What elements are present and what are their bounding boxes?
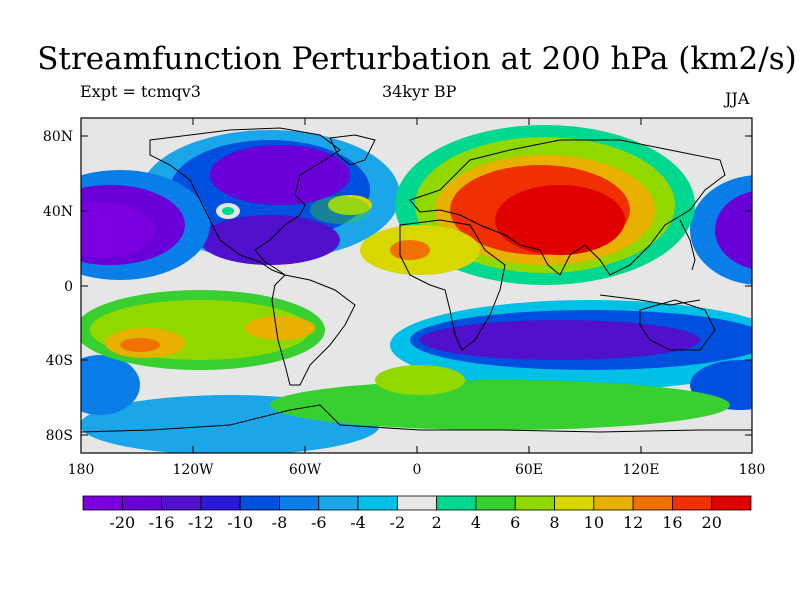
- eurasia-coast: [409, 139, 726, 276]
- colorbar-swatch: [514, 495, 555, 511]
- colorbar-label: 12: [623, 513, 643, 532]
- lon-tick-label: 120E: [623, 462, 660, 478]
- lat-tick-label: 0: [64, 279, 73, 295]
- lon-tick-label: 60W: [289, 462, 322, 478]
- colorbar-label: -20: [109, 513, 135, 532]
- colorbar-label: 6: [510, 513, 520, 532]
- latitude-axis: 80N 40N 0 40S 80S: [43, 129, 752, 444]
- australia-coast: [639, 299, 716, 351]
- colorbar-swatch: [200, 495, 241, 511]
- colorbar-swatch: [672, 495, 713, 511]
- colorbar-swatch: [239, 495, 280, 511]
- colorbar-label: 4: [471, 513, 481, 532]
- colorbar-swatch: [711, 495, 752, 511]
- lat-tick-label: 80N: [43, 129, 73, 145]
- colorbar-swatch: [475, 495, 516, 511]
- colorbar-label: 2: [432, 513, 442, 532]
- contour-field: [81, 118, 752, 453]
- colorbar-label: -6: [311, 513, 327, 532]
- lon-tick-label: 60E: [515, 462, 543, 478]
- colorbar-label: -8: [272, 513, 288, 532]
- colorbar-swatch: [632, 495, 673, 511]
- colorbar: -20 -16 -12 -10 -8 -6 -4 -2 2 4 6 8 10 12 16 20: [82, 495, 752, 532]
- negative-anomaly-regions: [81, 130, 752, 453]
- south-america-coast: [271, 274, 356, 386]
- colorbar-swatch: [318, 495, 359, 511]
- lat-tick-label: 80S: [46, 428, 73, 444]
- colorbar-label: 10: [584, 513, 604, 532]
- longitude-axis: 180 120W 60W 0 60E 120E 180: [68, 118, 766, 478]
- lat-tick-label: 40S: [46, 353, 73, 369]
- positive-anomaly-regions: [81, 125, 730, 430]
- lon-tick-label: 120W: [172, 462, 214, 478]
- lon-tick-label: 180: [68, 462, 95, 478]
- colorbar-label: -4: [350, 513, 366, 532]
- lat-tick-label: 40N: [43, 204, 73, 220]
- colorbar-label: 20: [702, 513, 722, 532]
- colorbar-swatch: [82, 495, 123, 511]
- lon-tick-label: 0: [413, 462, 422, 478]
- colorbar-label: -16: [149, 513, 175, 532]
- colorbar-swatch: [396, 495, 438, 511]
- colorbar-label: -12: [188, 513, 214, 532]
- africa-coast: [399, 219, 506, 351]
- colorbar-swatch: [121, 495, 162, 511]
- colorbar-swatch: [161, 495, 202, 511]
- colorbar-swatch: [279, 495, 320, 511]
- colorbar-label: -10: [227, 513, 253, 532]
- colorbar-swatch: [436, 495, 477, 511]
- coastlines: [81, 127, 752, 433]
- colorbar-label: 16: [662, 513, 682, 532]
- antarctica-coast: [81, 404, 752, 433]
- lon-tick-label: 180: [739, 462, 766, 478]
- experiment-label: Expt = tcmqv3: [80, 82, 201, 101]
- north-america-coast: [149, 127, 341, 276]
- colorbar-swatch: [554, 495, 595, 511]
- colorbar-swatch: [357, 495, 398, 511]
- time-period-label: 34kyr BP: [382, 82, 457, 101]
- colorbar-swatch: [593, 495, 634, 511]
- colorbar-label: 8: [549, 513, 559, 532]
- season-label: JJA: [725, 89, 750, 108]
- colorbar-label: -2: [390, 513, 406, 532]
- map-title: Streamfunction Perturbation at 200 hPa (…: [37, 41, 797, 77]
- greenland-coast: [329, 134, 376, 166]
